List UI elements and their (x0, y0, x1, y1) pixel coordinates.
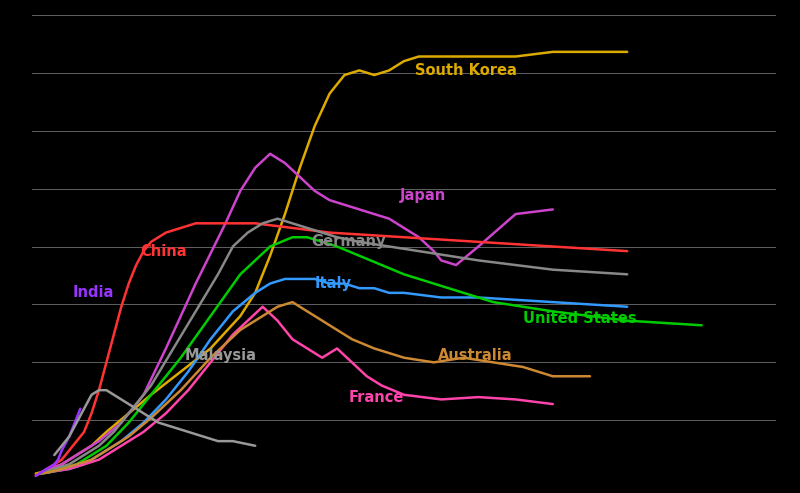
Text: United States: United States (523, 311, 637, 326)
Text: China: China (140, 244, 186, 259)
Text: Germany: Germany (311, 234, 386, 249)
Text: Australia: Australia (438, 348, 512, 363)
Text: India: India (73, 285, 114, 300)
Text: France: France (348, 389, 403, 405)
Text: Malaysia: Malaysia (185, 348, 257, 363)
Text: South Korea: South Korea (415, 63, 517, 78)
Text: Italy: Italy (314, 276, 352, 291)
Text: Japan: Japan (400, 188, 446, 203)
